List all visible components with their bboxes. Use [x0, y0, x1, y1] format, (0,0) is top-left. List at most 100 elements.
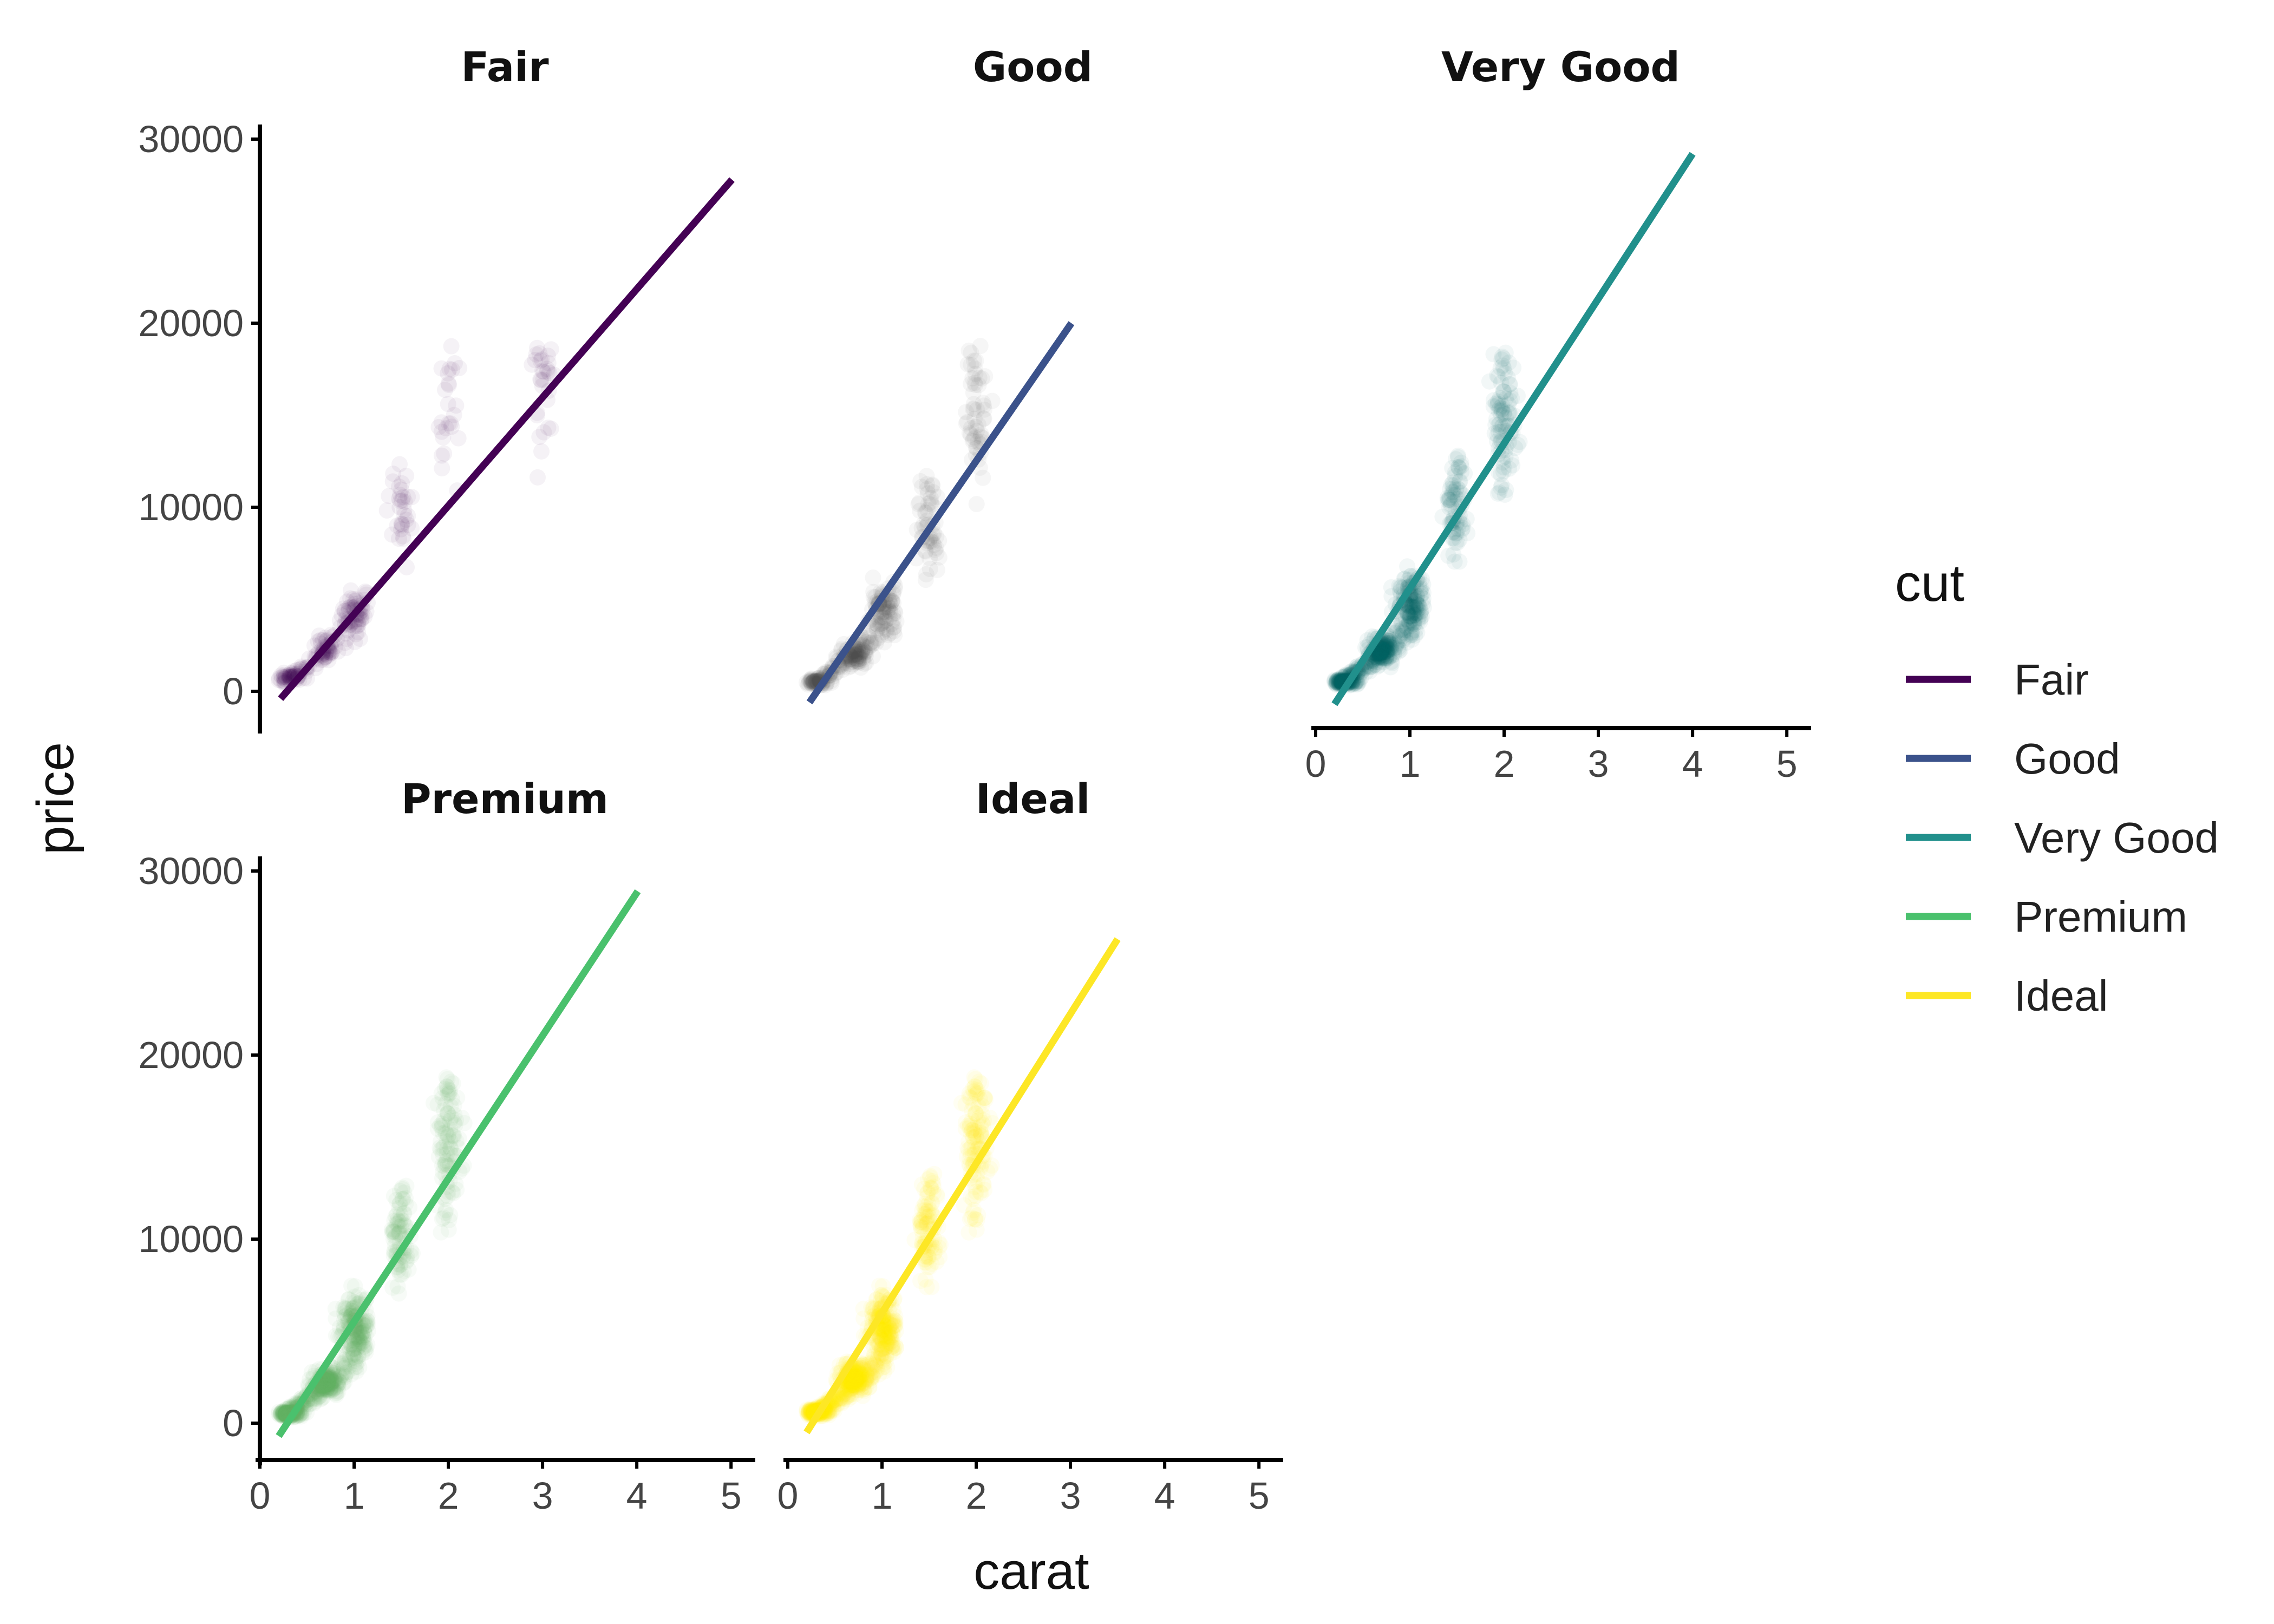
scatter-point	[387, 1229, 403, 1246]
facet-panel-premium: Premium 0 10000 20000 30000 0 1 2 3 4 5	[138, 775, 755, 1517]
scatter-point	[339, 593, 356, 610]
scatter-point	[917, 504, 933, 521]
scatter-point	[356, 608, 373, 625]
scatter-point	[444, 361, 461, 378]
scatter-points	[1326, 344, 1528, 694]
scatter-point	[393, 481, 410, 498]
scatter-point	[440, 365, 456, 382]
legend-label: Good	[2014, 735, 2120, 783]
scatter-point	[984, 392, 1001, 409]
scatter-point	[351, 631, 368, 647]
scatter-point	[391, 490, 407, 507]
scatter-point	[931, 549, 948, 566]
scatter-point	[390, 531, 407, 547]
scatter-point	[350, 616, 367, 633]
scatter-point	[400, 488, 416, 505]
scatter-point	[274, 669, 290, 685]
scatter-point	[396, 502, 413, 519]
scatter-point	[976, 401, 992, 418]
x-tick-label: 1	[872, 1475, 893, 1517]
scatter-point	[448, 397, 465, 414]
scatter-point	[381, 488, 397, 505]
scatter-point	[801, 673, 818, 690]
scatter-point	[271, 670, 287, 687]
scatter-point	[435, 1209, 452, 1226]
scatter-point	[349, 618, 366, 634]
scatter-point	[923, 496, 940, 513]
scatter-point	[280, 667, 297, 684]
y-tick-label: 10000	[138, 486, 244, 528]
scatter-point	[801, 672, 818, 689]
scatter-point	[533, 351, 550, 368]
scatter-point	[440, 375, 457, 392]
scatter-point	[959, 356, 976, 372]
x-tick-label: 3	[1588, 743, 1609, 785]
facet-strip-title: Good	[973, 43, 1093, 91]
scatter-point	[395, 1263, 412, 1280]
scatter-point	[392, 493, 409, 509]
scatter-point	[360, 1322, 376, 1339]
legend-title: cut	[1895, 554, 1964, 612]
scatter-point	[384, 526, 401, 543]
scatter-point	[443, 418, 460, 435]
scatter-point	[533, 443, 550, 460]
scatter-point	[960, 342, 977, 359]
scatter-point	[912, 1273, 929, 1289]
scatter-point	[888, 1339, 904, 1356]
scatter-point	[540, 355, 557, 371]
y-tick-label: 0	[223, 1402, 244, 1444]
x-tick-label: 0	[1305, 743, 1327, 785]
scatter-point	[532, 371, 549, 388]
scatter-point	[276, 664, 292, 681]
scatter-points	[270, 1069, 473, 1426]
facet-panel-very-good: Very Good 0 1 2 3 4 5	[1305, 43, 1811, 785]
scatter-point	[541, 365, 558, 381]
scatter-point	[852, 651, 868, 667]
scatter-point	[442, 415, 459, 432]
scatter-point	[440, 415, 457, 432]
scatter-point	[531, 429, 548, 446]
scatter-point	[881, 625, 898, 641]
y-tick-label: 0	[223, 670, 244, 712]
scatter-point	[446, 407, 462, 423]
scatter-point	[330, 1372, 347, 1389]
scatter-point	[276, 670, 293, 687]
scatter-point	[393, 515, 410, 532]
scatter-point	[437, 382, 453, 398]
scatter-point	[965, 1129, 982, 1146]
scatter-point	[441, 377, 457, 393]
scatter-point	[443, 338, 460, 355]
scatter-point	[932, 1236, 949, 1253]
scatter-point	[355, 1338, 372, 1355]
scatter-point	[396, 507, 413, 523]
x-axis-title: carat	[973, 1542, 1089, 1600]
scatter-point	[535, 371, 552, 388]
scatter-point	[975, 469, 991, 486]
facet-strip-title: Premium	[401, 775, 609, 823]
x-tick-label: 4	[1154, 1475, 1175, 1517]
scatter-point	[385, 466, 402, 482]
scatter-point	[886, 619, 903, 636]
scatter-point	[800, 676, 816, 693]
x-tick-label: 1	[1400, 743, 1421, 785]
scatter-point	[1489, 367, 1505, 384]
scatter-point	[435, 429, 452, 446]
scatter-point	[441, 361, 458, 377]
scatter-point	[886, 623, 903, 640]
scatter-point	[392, 487, 409, 503]
scatter-point	[532, 352, 549, 369]
scatter-point	[276, 667, 293, 683]
facet-panel-ideal: Ideal 0 1 2 3 4 5	[777, 775, 1283, 1517]
scatter-point	[273, 667, 289, 684]
scatter-point	[972, 338, 989, 355]
x-tick-label: 3	[1060, 1475, 1081, 1517]
scatter-point	[880, 599, 897, 615]
scatter-point	[923, 490, 939, 507]
fit-line	[806, 321, 1075, 705]
scatter-points	[798, 1069, 1001, 1425]
scatter-point	[527, 352, 544, 369]
scatter-point	[963, 420, 979, 436]
scatter-point	[277, 671, 293, 687]
